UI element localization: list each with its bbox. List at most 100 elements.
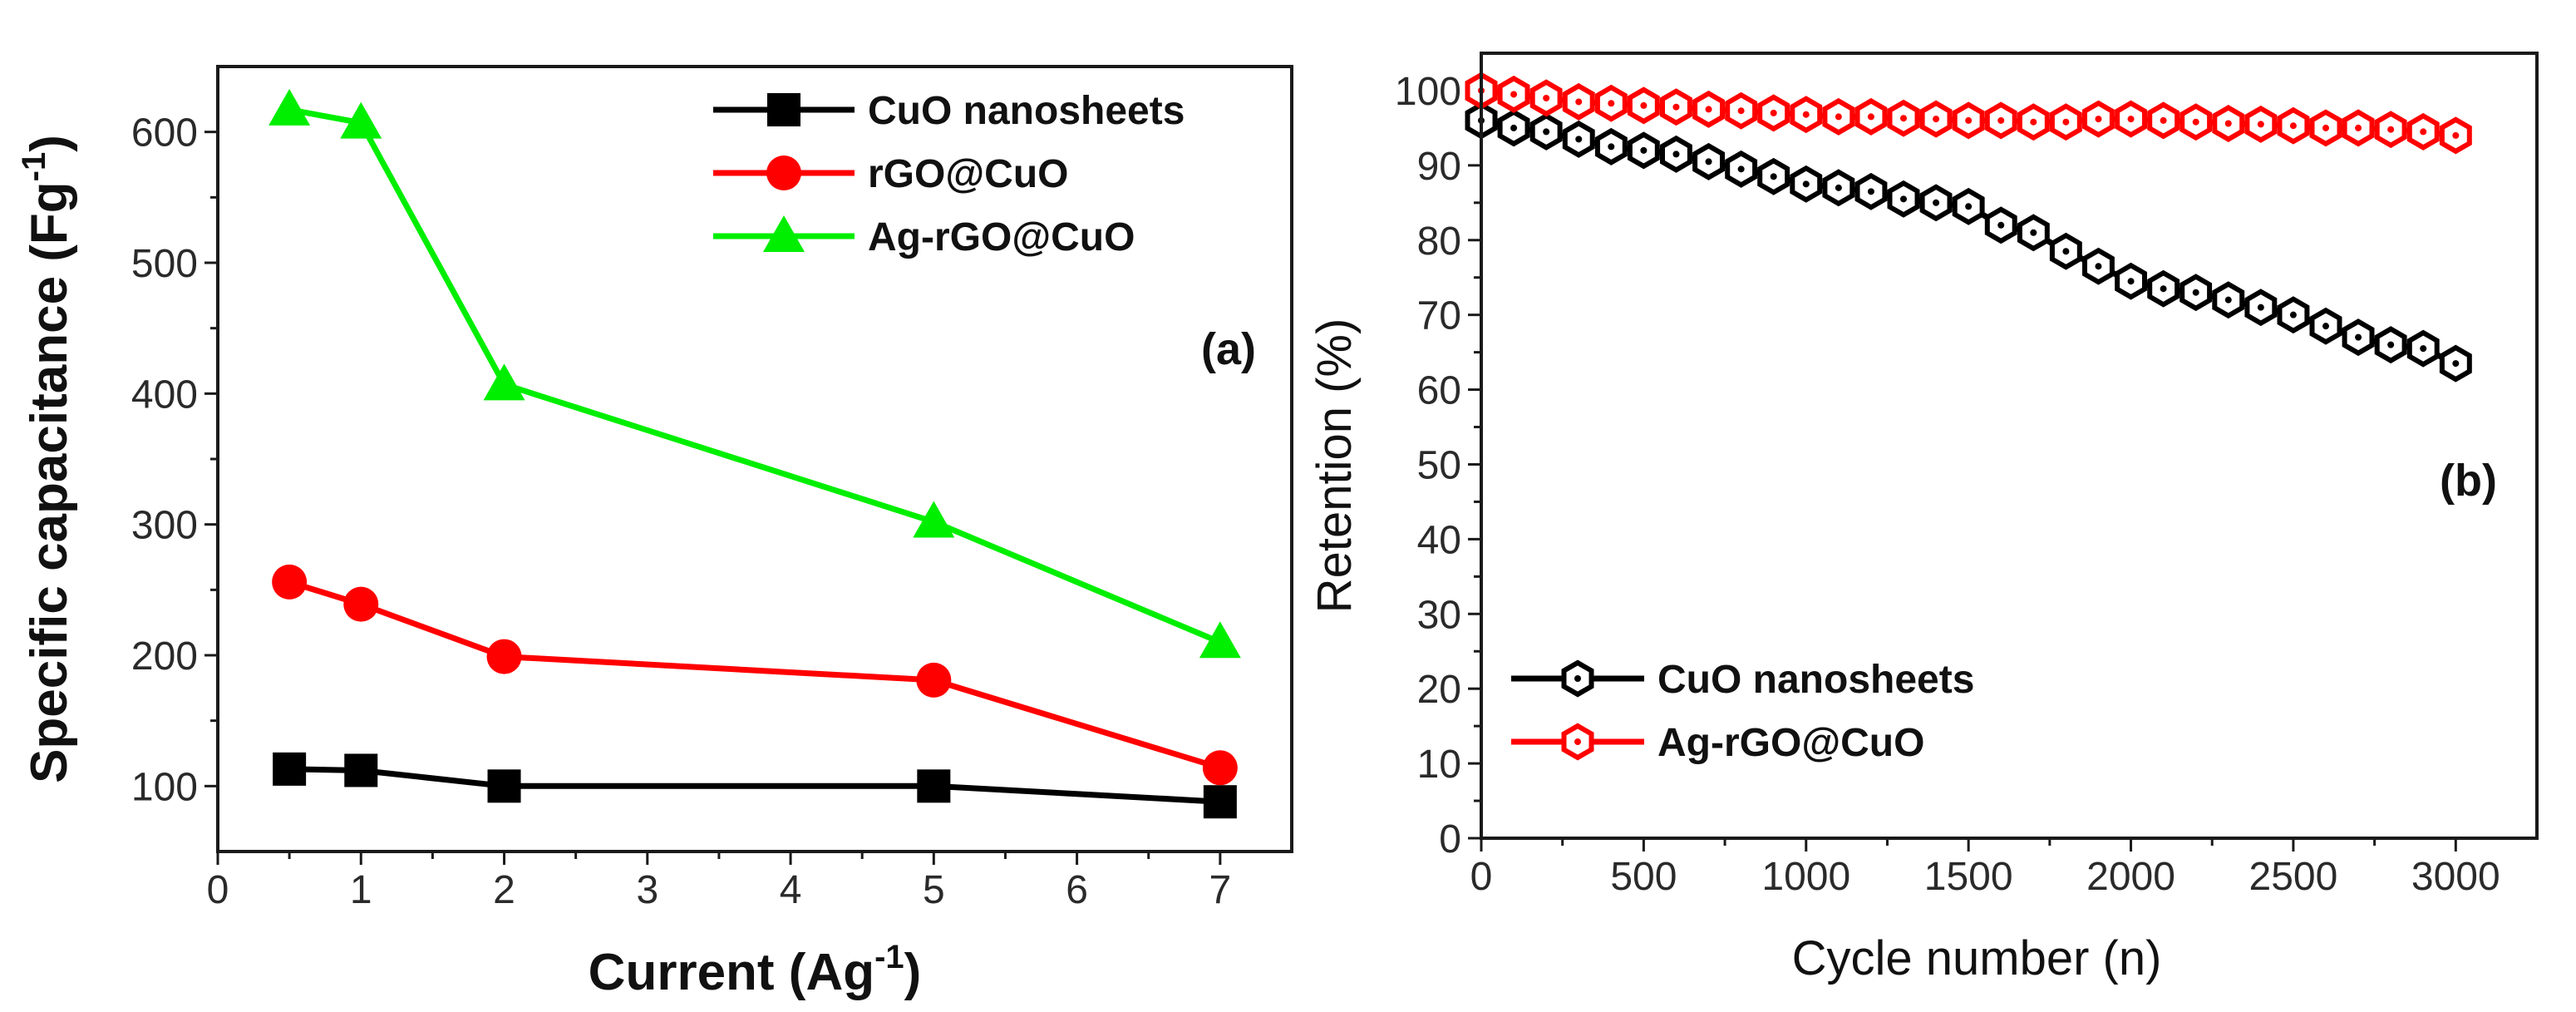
cuo-nanosheets-point bbox=[1725, 150, 1758, 188]
ag-rgo-cuo-point-dot bbox=[1835, 113, 1842, 121]
cuo-nanosheets-point-dot bbox=[1867, 188, 1874, 195]
panel-a-label: (a) bbox=[1201, 324, 1256, 374]
ag-rgo-cuo-point-dot bbox=[2387, 126, 2395, 133]
rgo-cuo-point bbox=[272, 564, 308, 600]
ag-rgo-cuo-point bbox=[1562, 82, 1595, 121]
cuo-nanosheets-point bbox=[1203, 785, 1237, 819]
cuo-nanosheets-point bbox=[1822, 169, 1855, 207]
ag-rgo-cuo-point bbox=[340, 101, 382, 139]
cuo-nanosheets-point bbox=[1854, 172, 1888, 210]
ag-rgo-cuo-point bbox=[2212, 105, 2245, 142]
x-tick-label: 3000 bbox=[2411, 855, 2500, 899]
cuo-nanosheets-point bbox=[2180, 274, 2213, 312]
ag-rgo-cuo-point bbox=[2049, 103, 2082, 141]
panel-a-x-axis-title-sup: -1 bbox=[874, 939, 904, 975]
y-tick-label: 20 bbox=[1417, 668, 1461, 712]
ag-rgo-cuo-point bbox=[2439, 116, 2472, 155]
cuo-nanosheets-point bbox=[1660, 135, 1692, 173]
legend-cuo-nanosheets-marker bbox=[767, 93, 800, 126]
panel-a-frame bbox=[216, 65, 1293, 853]
cuo-nanosheets-point bbox=[2439, 344, 2472, 383]
cuo-nanosheets-point bbox=[2342, 318, 2375, 357]
y-tick-label: 40 bbox=[1417, 518, 1461, 562]
cuo-nanosheets-point bbox=[273, 752, 307, 786]
panel-a-x-axis-title: Current (Ag-1) bbox=[589, 939, 922, 1001]
legend-ag-rgo-cuo-marker bbox=[763, 215, 805, 252]
legend-rgo-cuo-label: rGO@CuO bbox=[868, 152, 1068, 196]
legend-cuo-nanosheets-label: CuO nanosheets bbox=[868, 89, 1185, 133]
ag-rgo-cuo-point bbox=[1594, 84, 1628, 122]
ag-rgo-cuo-point-dot bbox=[2030, 118, 2037, 126]
cuo-nanosheets-point bbox=[1529, 112, 1563, 151]
x-tick-label: 7 bbox=[1209, 868, 1232, 912]
x-tick-label: 2 bbox=[493, 868, 515, 912]
panel-a-series bbox=[268, 88, 1241, 819]
cuo-nanosheets-point bbox=[1919, 184, 1953, 222]
y-tick-label: 600 bbox=[131, 111, 198, 156]
cuo-nanosheets-point bbox=[2212, 281, 2245, 319]
ag-rgo-cuo-point-dot bbox=[1770, 109, 1777, 116]
ag-rgo-cuo-point bbox=[1887, 99, 1920, 137]
ag-rgo-cuo-point bbox=[2115, 100, 2147, 138]
ag-rgo-cuo-point bbox=[1497, 75, 1530, 113]
y-tick-label: 300 bbox=[131, 504, 198, 548]
cuo-nanosheets-point-dot bbox=[1608, 143, 1615, 151]
x-tick-label: 1000 bbox=[1761, 855, 1850, 899]
cuo-nanosheets-point bbox=[1692, 142, 1725, 180]
ag-rgo-cuo-point-dot bbox=[1997, 116, 2005, 124]
ag-rgo-cuo-point-dot bbox=[2289, 122, 2297, 130]
panel-a-y-axis-title-main: Specific capacitance (Fg bbox=[21, 181, 78, 783]
ag-rgo-cuo-point-dot bbox=[1900, 115, 1907, 122]
ag-rgo-cuo-point bbox=[1660, 88, 1692, 126]
ag-rgo-cuo-point-dot bbox=[2355, 124, 2362, 131]
ag-rgo-cuo-point-dot bbox=[2160, 116, 2167, 124]
ag-rgo-cuo-point bbox=[1790, 96, 1823, 134]
cuo-nanosheets-point-dot bbox=[1510, 124, 1518, 131]
ag-rgo-cuo-point-dot bbox=[1737, 107, 1745, 115]
cuo-nanosheets-point-dot bbox=[1672, 151, 1680, 158]
cuo-nanosheets-point-dot bbox=[1997, 221, 2005, 229]
ag-rgo-cuo-point-dot bbox=[2257, 121, 2264, 128]
cuo-nanosheets-point-dot bbox=[1640, 146, 1648, 154]
x-tick-label: 3 bbox=[636, 868, 658, 912]
cuo-nanosheets-point-dot bbox=[1835, 184, 1842, 191]
cuo-nanosheets-point bbox=[1497, 109, 1530, 147]
panel-b: 0 500 1000 1500 2000 2500 3000 0 10 20 30 40 50 60 70 8… bbox=[1308, 52, 2539, 985]
rgo-cuo-line bbox=[288, 579, 1221, 771]
cuo-nanosheets-point-dot bbox=[1802, 180, 1810, 188]
panel-a-ticks: 0 1 2 3 4 5 6 7 100 200 300 400 500 600 bbox=[131, 111, 1231, 912]
ag-rgo-cuo-point-dot bbox=[1640, 101, 1648, 109]
legend-cuo-nanosheets-marker bbox=[1561, 659, 1594, 698]
y-tick-label: 200 bbox=[131, 634, 198, 679]
ag-rgo-cuo-point bbox=[2017, 103, 2050, 141]
ag-rgo-cuo-point bbox=[1627, 86, 1660, 125]
x-tick-label: 4 bbox=[780, 868, 802, 912]
cuo-nanosheets-point-dot bbox=[1705, 158, 1712, 165]
cuo-nanosheets-point bbox=[344, 753, 378, 787]
rgo-cuo-point bbox=[486, 639, 522, 674]
ag-rgo-cuo-point-dot bbox=[1672, 103, 1680, 111]
cuo-nanosheets-point-dot bbox=[1737, 165, 1745, 173]
panel-b-y-axis-title: Retention (%) bbox=[1308, 318, 1362, 614]
cuo-nanosheets-point bbox=[2374, 326, 2407, 364]
cuo-nanosheets-point bbox=[1952, 187, 1985, 225]
ag-rgo-cuo-point-dot bbox=[2192, 118, 2199, 126]
cuo-nanosheets-point-dot bbox=[1543, 128, 1550, 136]
cuo-nanosheets-point-dot bbox=[1575, 136, 1583, 143]
cuo-nanosheets-point bbox=[2309, 307, 2342, 345]
cuo-nanosheets-point-dot bbox=[2387, 341, 2395, 348]
cuo-nanosheets-point bbox=[2244, 289, 2278, 327]
ag-rgo-cuo-point-dot bbox=[2224, 120, 2232, 127]
y-tick-label: 10 bbox=[1417, 743, 1461, 787]
x-tick-label: 6 bbox=[1066, 868, 1088, 912]
y-tick-label: 70 bbox=[1417, 294, 1461, 338]
ag-rgo-cuo-point bbox=[1199, 621, 1241, 659]
y-tick-label: 0 bbox=[1439, 817, 1461, 861]
cuo-nanosheets-point bbox=[1562, 120, 1595, 158]
ag-rgo-cuo-point bbox=[2082, 100, 2115, 138]
cuo-nanosheets-point-dot bbox=[1933, 199, 1940, 206]
cuo-nanosheets-point-dot bbox=[2355, 333, 2362, 341]
ag-rgo-cuo-point bbox=[2406, 112, 2440, 151]
x-tick-label: 5 bbox=[923, 868, 945, 912]
cuo-nanosheets-point bbox=[917, 769, 951, 803]
